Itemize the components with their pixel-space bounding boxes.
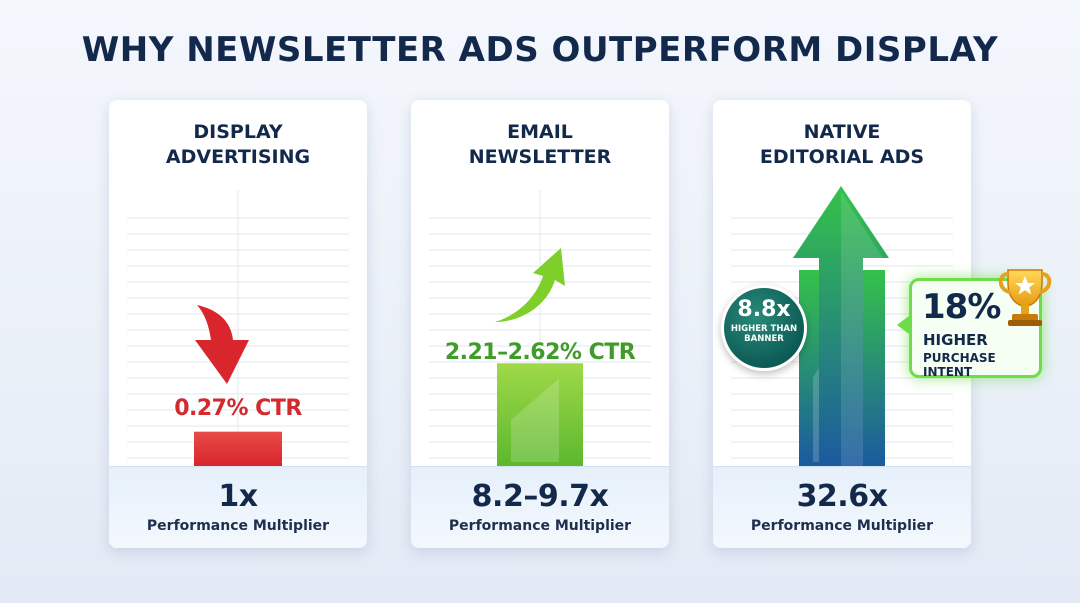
- bar-1: [194, 431, 282, 466]
- intent-line2: PURCHASE INTENT: [923, 351, 996, 379]
- bar-2: [497, 363, 583, 466]
- card-footer: 1x Performance Multiplier: [109, 466, 367, 548]
- badge-text: HIGHER THAN BANNER: [730, 324, 798, 344]
- multiplier-value: 8.2–9.7x: [471, 479, 609, 514]
- card-footer: 32.6x Performance Multiplier: [713, 466, 971, 548]
- badge-value: 8.8x: [737, 297, 791, 322]
- page-title: WHY NEWSLETTER ADS OUTPERFORM DISPLAY: [81, 30, 999, 70]
- plot-display-advertising: [127, 190, 349, 466]
- down-arrow: [195, 305, 249, 384]
- ctr-label: 2.21–2.62% CTR: [444, 340, 636, 365]
- higher-than-banner-badge: 8.8x HIGHER THAN BANNER: [721, 285, 807, 371]
- plot-native-editorial-ads: [731, 186, 953, 466]
- card-title: NATIVE EDITORIAL ADS: [759, 121, 925, 168]
- card-footer: 8.2–9.7x Performance Multiplier: [411, 466, 669, 548]
- card-title: EMAIL NEWSLETTER: [468, 121, 612, 168]
- intent-value: 18%: [922, 287, 1001, 327]
- plot-email-newsletter: [429, 190, 651, 466]
- multiplier-caption: Performance Multiplier: [448, 518, 632, 534]
- ctr-label: 0.27% CTR: [174, 396, 302, 421]
- card-display-advertising: DISPLAY ADVERTISING 0.27% CTR 1x Perform…: [109, 100, 367, 548]
- card-title: DISPLAY ADVERTISING: [165, 121, 311, 168]
- bar-highlight: [511, 378, 559, 462]
- multiplier-value: 1x: [218, 479, 258, 514]
- multiplier-caption: Performance Multiplier: [146, 518, 330, 534]
- big-arrow-highlight: [841, 192, 883, 466]
- card-email-newsletter: EMAIL NEWSLETTER 2.21–2.62% CTR 8.2–9.7x…: [411, 100, 669, 548]
- big-up-arrow: [793, 186, 889, 466]
- trophy-icon: [998, 269, 1052, 326]
- intent-pointer: [897, 316, 909, 334]
- intent-line1: HIGHER: [923, 331, 988, 349]
- multiplier-caption: Performance Multiplier: [750, 518, 934, 534]
- up-arrow: [495, 248, 565, 322]
- multiplier-value: 32.6x: [796, 479, 888, 514]
